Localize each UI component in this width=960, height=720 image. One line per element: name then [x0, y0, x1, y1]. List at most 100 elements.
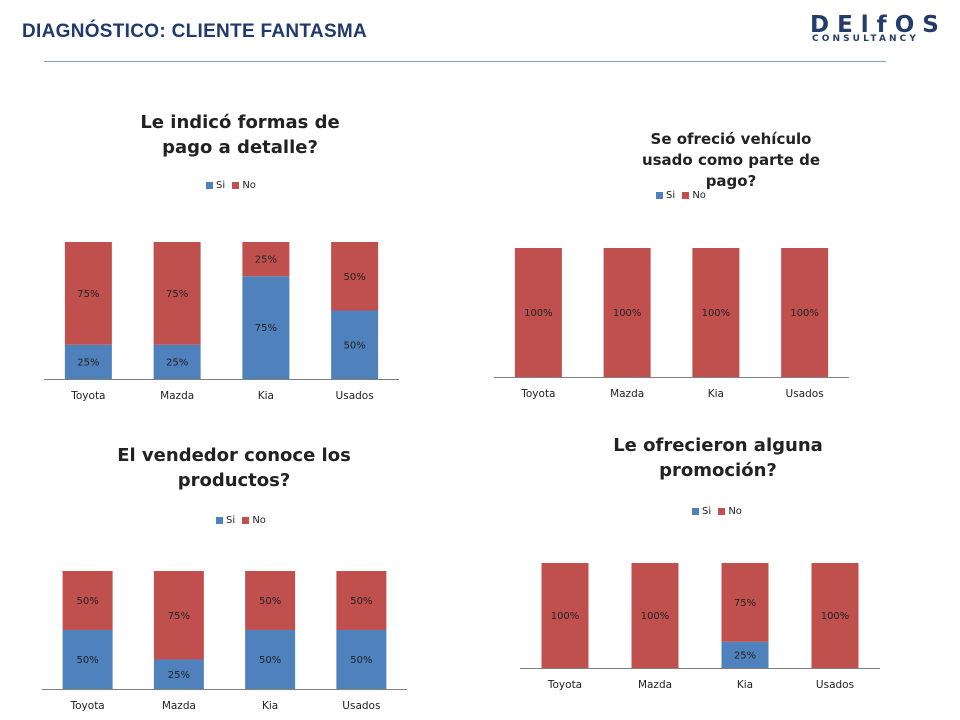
chart-promotion: Le ofrecieron alguna promoción? Si No 0%… [518, 425, 918, 720]
x-tick-label-toyota: Toyota [547, 679, 582, 691]
data-label-no-mazda: 100% [613, 308, 642, 319]
data-label-no-kia: 75% [734, 598, 756, 609]
data-label-no-toyota: 100% [524, 308, 553, 319]
data-label-no-kia: 25% [255, 255, 277, 266]
legend-swatch-no [232, 182, 240, 189]
data-label-si-kia: 75% [255, 323, 277, 334]
legend-swatch-no [682, 192, 690, 199]
page-title: DIAGNÓSTICO: CLIENTE FANTASMA [22, 21, 368, 42]
data-label-si-toyota: 25% [77, 357, 99, 368]
data-label-si-kia: 50% [259, 655, 281, 666]
bar-no-toyota [514, 248, 562, 377]
data-label-si-toyota: 50% [77, 655, 99, 666]
bar-no-toyota [62, 571, 113, 630]
chart-plot: 0%100%Toyota0%100%Mazda25%75%Kia0%100%Us… [520, 563, 880, 691]
legend-swatch-si [692, 508, 699, 515]
data-label-no-toyota: 75% [77, 289, 99, 300]
x-tick-label-toyota: Toyota [70, 700, 105, 712]
data-label-si-kia: 25% [734, 650, 756, 661]
data-label-si-usados: 50% [350, 655, 372, 666]
data-label-no-mazda: 75% [168, 611, 190, 622]
legend-label-no: No [252, 515, 266, 526]
data-label-no-mazda: 100% [641, 611, 670, 622]
bar-no-kia [245, 571, 296, 630]
legend-swatch-si [216, 517, 223, 524]
x-tick-label-kia: Kia [262, 700, 278, 712]
chart-legend: Si No [692, 506, 742, 518]
chart-title: Se ofreció vehículo usado como parte de … [641, 130, 821, 190]
bar-si-mazda [153, 659, 204, 689]
company-logo: DElfOS CONSULTANCY [810, 12, 940, 46]
bar-si-kia [721, 641, 769, 668]
bar-no-kia [721, 563, 769, 642]
x-tick-label-mazda: Mazda [638, 679, 672, 691]
data-label-si-usados: 50% [344, 340, 366, 351]
data-label-no-toyota: 50% [77, 596, 99, 607]
bar-no-usados [811, 563, 859, 668]
x-tick-label-usados: Usados [336, 390, 374, 402]
legend-swatch-no [242, 517, 250, 524]
chart-used-vehicle: Se ofreció vehículo usado como parte de … [490, 120, 890, 410]
data-label-no-kia: 100% [702, 308, 731, 319]
chart-payment-methods: Le indicó formas de pago a detalle? Si N… [40, 100, 440, 410]
bar-no-kia [242, 242, 290, 277]
legend-label-no: No [692, 190, 706, 201]
bar-si-mazda [153, 344, 201, 379]
x-tick-label-kia: Kia [708, 388, 724, 400]
x-tick-label-mazda: Mazda [160, 390, 194, 402]
bar-si-usados [331, 310, 379, 379]
data-label-no-usados: 100% [790, 308, 819, 319]
bar-si-kia [242, 276, 290, 379]
chart-plot: 0%100%Toyota0%100%Mazda0%100%Kia0%100%Us… [494, 248, 849, 400]
header-rule [44, 61, 886, 62]
chart-legend: Si No [206, 180, 256, 192]
legend-label-no: No [728, 506, 742, 517]
bar-no-mazda [631, 563, 679, 668]
x-tick-label-toyota: Toyota [520, 388, 555, 400]
chart-plot: 25% 75% Toyota 25% 75% Mazda 75% 25% Kia 50% 50% Us… [44, 242, 399, 402]
legend-swatch-no [718, 508, 726, 515]
x-tick-label-mazda: Mazda [610, 388, 644, 400]
data-label-si-mazda: 25% [166, 357, 188, 368]
x-tick-label-toyota: Toyota [70, 390, 105, 402]
logo-main-text: DElfOS [810, 12, 947, 38]
x-tick-label-usados: Usados [342, 700, 380, 712]
legend-swatch-si [206, 182, 213, 189]
x-tick-label-usados: Usados [816, 679, 854, 691]
bar-no-kia [692, 248, 740, 377]
x-tick-label-usados: Usados [786, 388, 824, 400]
chart-legend: Si No [216, 515, 266, 527]
legend-label-si: Si [666, 190, 676, 201]
bar-no-toyota [64, 242, 112, 345]
chart-seller-knowledge: El vendedor conoce los productos? Si No … [42, 435, 450, 720]
data-label-no-kia: 50% [259, 596, 281, 607]
chart-title: El vendedor conoce los productos? [117, 445, 351, 492]
data-label-no-usados: 50% [344, 272, 366, 283]
legend-label-si: Si [226, 515, 236, 526]
bar-no-mazda [603, 248, 651, 377]
data-label-no-usados: 50% [350, 596, 372, 607]
x-tick-label-kia: Kia [258, 390, 274, 402]
legend-swatch-si [656, 192, 663, 199]
legend-label-si: Si [702, 506, 712, 517]
chart-title: Le indicó formas de pago a detalle? [140, 112, 340, 159]
data-label-no-toyota: 100% [551, 611, 580, 622]
legend-label-si: Si [216, 180, 226, 191]
bar-no-toyota [541, 563, 589, 668]
data-label-no-mazda: 75% [166, 289, 188, 300]
bar-si-kia [245, 630, 296, 689]
chart-title: Le ofrecieron alguna promoción? [613, 435, 823, 482]
chart-plot: 50% 50% Toyota 25% 75% Mazda 50% 50% Kia 50% 50% Us… [42, 571, 407, 712]
data-label-no-usados: 100% [821, 611, 850, 622]
bar-no-mazda [153, 242, 201, 345]
chart-legend: Si No [656, 190, 706, 202]
bar-no-usados [336, 571, 387, 630]
legend-label-no: No [242, 180, 256, 191]
bar-si-toyota [64, 344, 112, 379]
bar-no-mazda [153, 571, 204, 660]
bar-no-usados [331, 242, 379, 311]
x-tick-label-mazda: Mazda [162, 700, 196, 712]
logo-sub-text: CONSULTANCY [812, 34, 919, 44]
bar-si-toyota [62, 630, 113, 689]
data-label-si-mazda: 25% [168, 670, 190, 681]
